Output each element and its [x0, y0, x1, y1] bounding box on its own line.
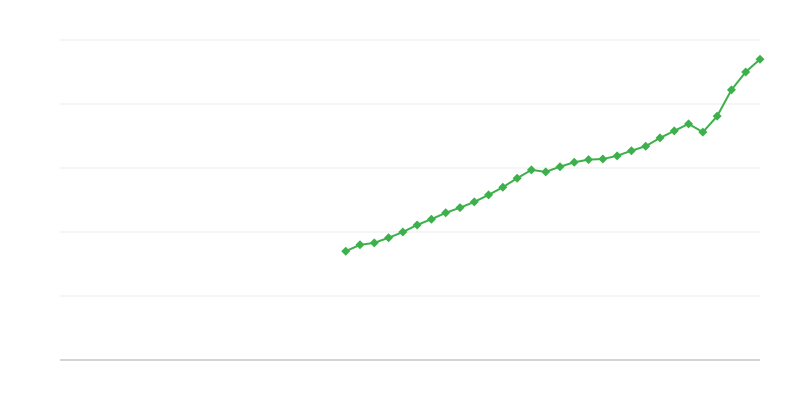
- data-point: [369, 238, 379, 248]
- data-point: [698, 127, 708, 137]
- data-point: [555, 162, 565, 172]
- data-point: [612, 151, 622, 161]
- data-point: [398, 227, 408, 237]
- data-point: [726, 85, 736, 95]
- data-point: [512, 173, 522, 183]
- data-point: [355, 240, 365, 250]
- data-point: [526, 165, 536, 175]
- data-point: [541, 167, 551, 177]
- data-point: [426, 214, 436, 224]
- data-point: [641, 141, 651, 151]
- data-point: [712, 111, 722, 121]
- data-point: [498, 182, 508, 192]
- data-point: [341, 246, 351, 256]
- data-point: [684, 119, 694, 129]
- data-point: [469, 197, 479, 207]
- data-point: [669, 126, 679, 136]
- data-line: [345, 58, 761, 253]
- data-point: [626, 146, 636, 156]
- data-point: [484, 190, 494, 200]
- data-point: [455, 203, 465, 213]
- data-point: [655, 133, 665, 143]
- data-point: [412, 220, 422, 230]
- data-point: [441, 208, 451, 218]
- data-point: [598, 154, 608, 164]
- data-point: [741, 67, 751, 77]
- data-point: [584, 155, 594, 165]
- data-point: [755, 54, 765, 64]
- data-point: [569, 157, 579, 167]
- data-point: [384, 233, 394, 243]
